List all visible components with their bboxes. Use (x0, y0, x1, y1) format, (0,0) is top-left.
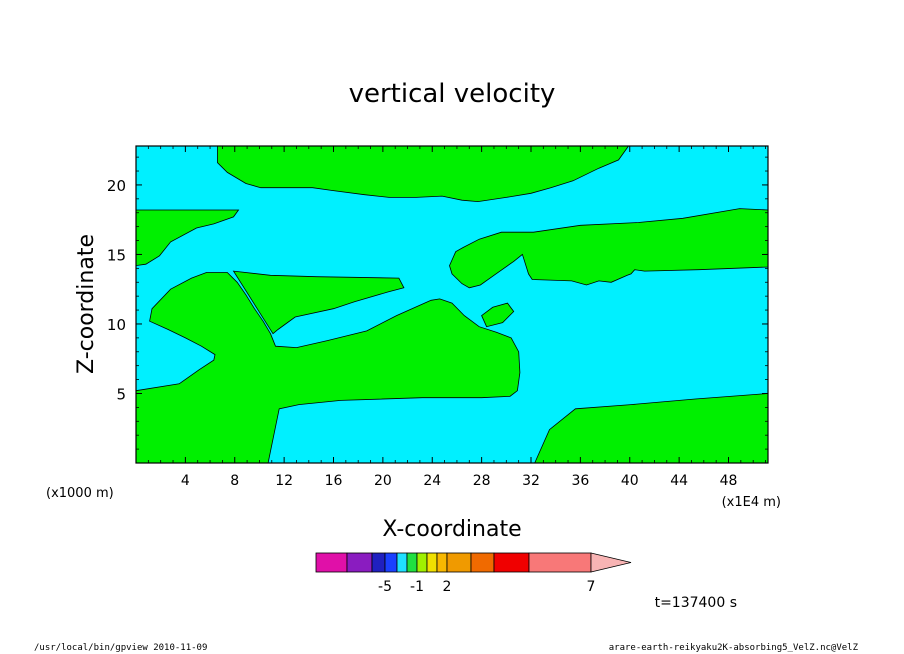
legend-swatch (493, 552, 530, 573)
x-tick-label: 32 (522, 473, 540, 489)
contour-regions (135, 145, 769, 464)
contour-region-upper-left-band (135, 209, 240, 267)
contour-region-right-band (449, 208, 769, 289)
y-tick-label: 15 (107, 246, 126, 264)
legend-swatch (371, 552, 386, 573)
legend-swatch (446, 552, 472, 573)
time-label: t=137400 s (655, 595, 737, 611)
legend-swatch (426, 552, 438, 573)
legend-label: 7 (587, 579, 596, 595)
legend-label: -1 (410, 579, 424, 595)
y-tick-label: 5 (116, 385, 126, 403)
legend-arrow (590, 552, 632, 573)
contour-region-center-triangle (232, 270, 405, 335)
x-tick-label: 36 (571, 473, 589, 489)
x-tick-label: 48 (720, 473, 738, 489)
legend-swatch (470, 552, 495, 573)
y-tick-label: 10 (107, 316, 126, 334)
x-tick-label: 16 (325, 473, 343, 489)
contour-region-upper-band (217, 145, 630, 203)
x-axis: 4 8 12 16 20 24 28 32 36 40 44 48 (147, 146, 766, 489)
legend-swatch (436, 552, 448, 573)
y-axis-label: Z-coordinate (74, 234, 99, 374)
contour-region-middle-left-lobe (135, 272, 521, 464)
y-tick-label: 20 (107, 177, 126, 195)
chart-title: vertical velocity (349, 79, 556, 109)
footer-left: /usr/local/bin/gpview 2010-11-09 (34, 643, 208, 653)
legend-swatch (416, 552, 428, 573)
x-tick-label: 40 (621, 473, 639, 489)
legend-swatch (528, 552, 592, 573)
x-unit-right: (x1E4 m) (722, 495, 781, 510)
x-tick-label: 24 (423, 473, 441, 489)
footer-right: arare-earth-reikyaku2K-absorbing5_VelZ.n… (608, 643, 858, 653)
plot-area (135, 145, 769, 464)
x-tick-label: 8 (230, 473, 239, 489)
x-unit-left: (x1000 m) (46, 486, 114, 501)
legend-swatch (384, 552, 398, 573)
legend-swatch (406, 552, 418, 573)
legend-label: -5 (378, 579, 392, 595)
legend-swatch (315, 552, 348, 573)
x-tick-label: 44 (670, 473, 688, 489)
plot-frame (135, 145, 769, 464)
contour-region-small-blob (481, 302, 515, 328)
x-tick-label: 4 (181, 473, 190, 489)
x-tick-label: 12 (275, 473, 293, 489)
x-tick-label: 28 (473, 473, 491, 489)
legend-swatch (396, 552, 408, 573)
legend-swatch (346, 552, 373, 573)
x-axis-label: X-coordinate (382, 517, 521, 542)
color-legend: -5 -1 2 7 (315, 552, 632, 595)
x-tick-label: 20 (374, 473, 392, 489)
y-axis: 5 10 15 20 (107, 156, 768, 450)
legend-label: 2 (443, 579, 452, 595)
